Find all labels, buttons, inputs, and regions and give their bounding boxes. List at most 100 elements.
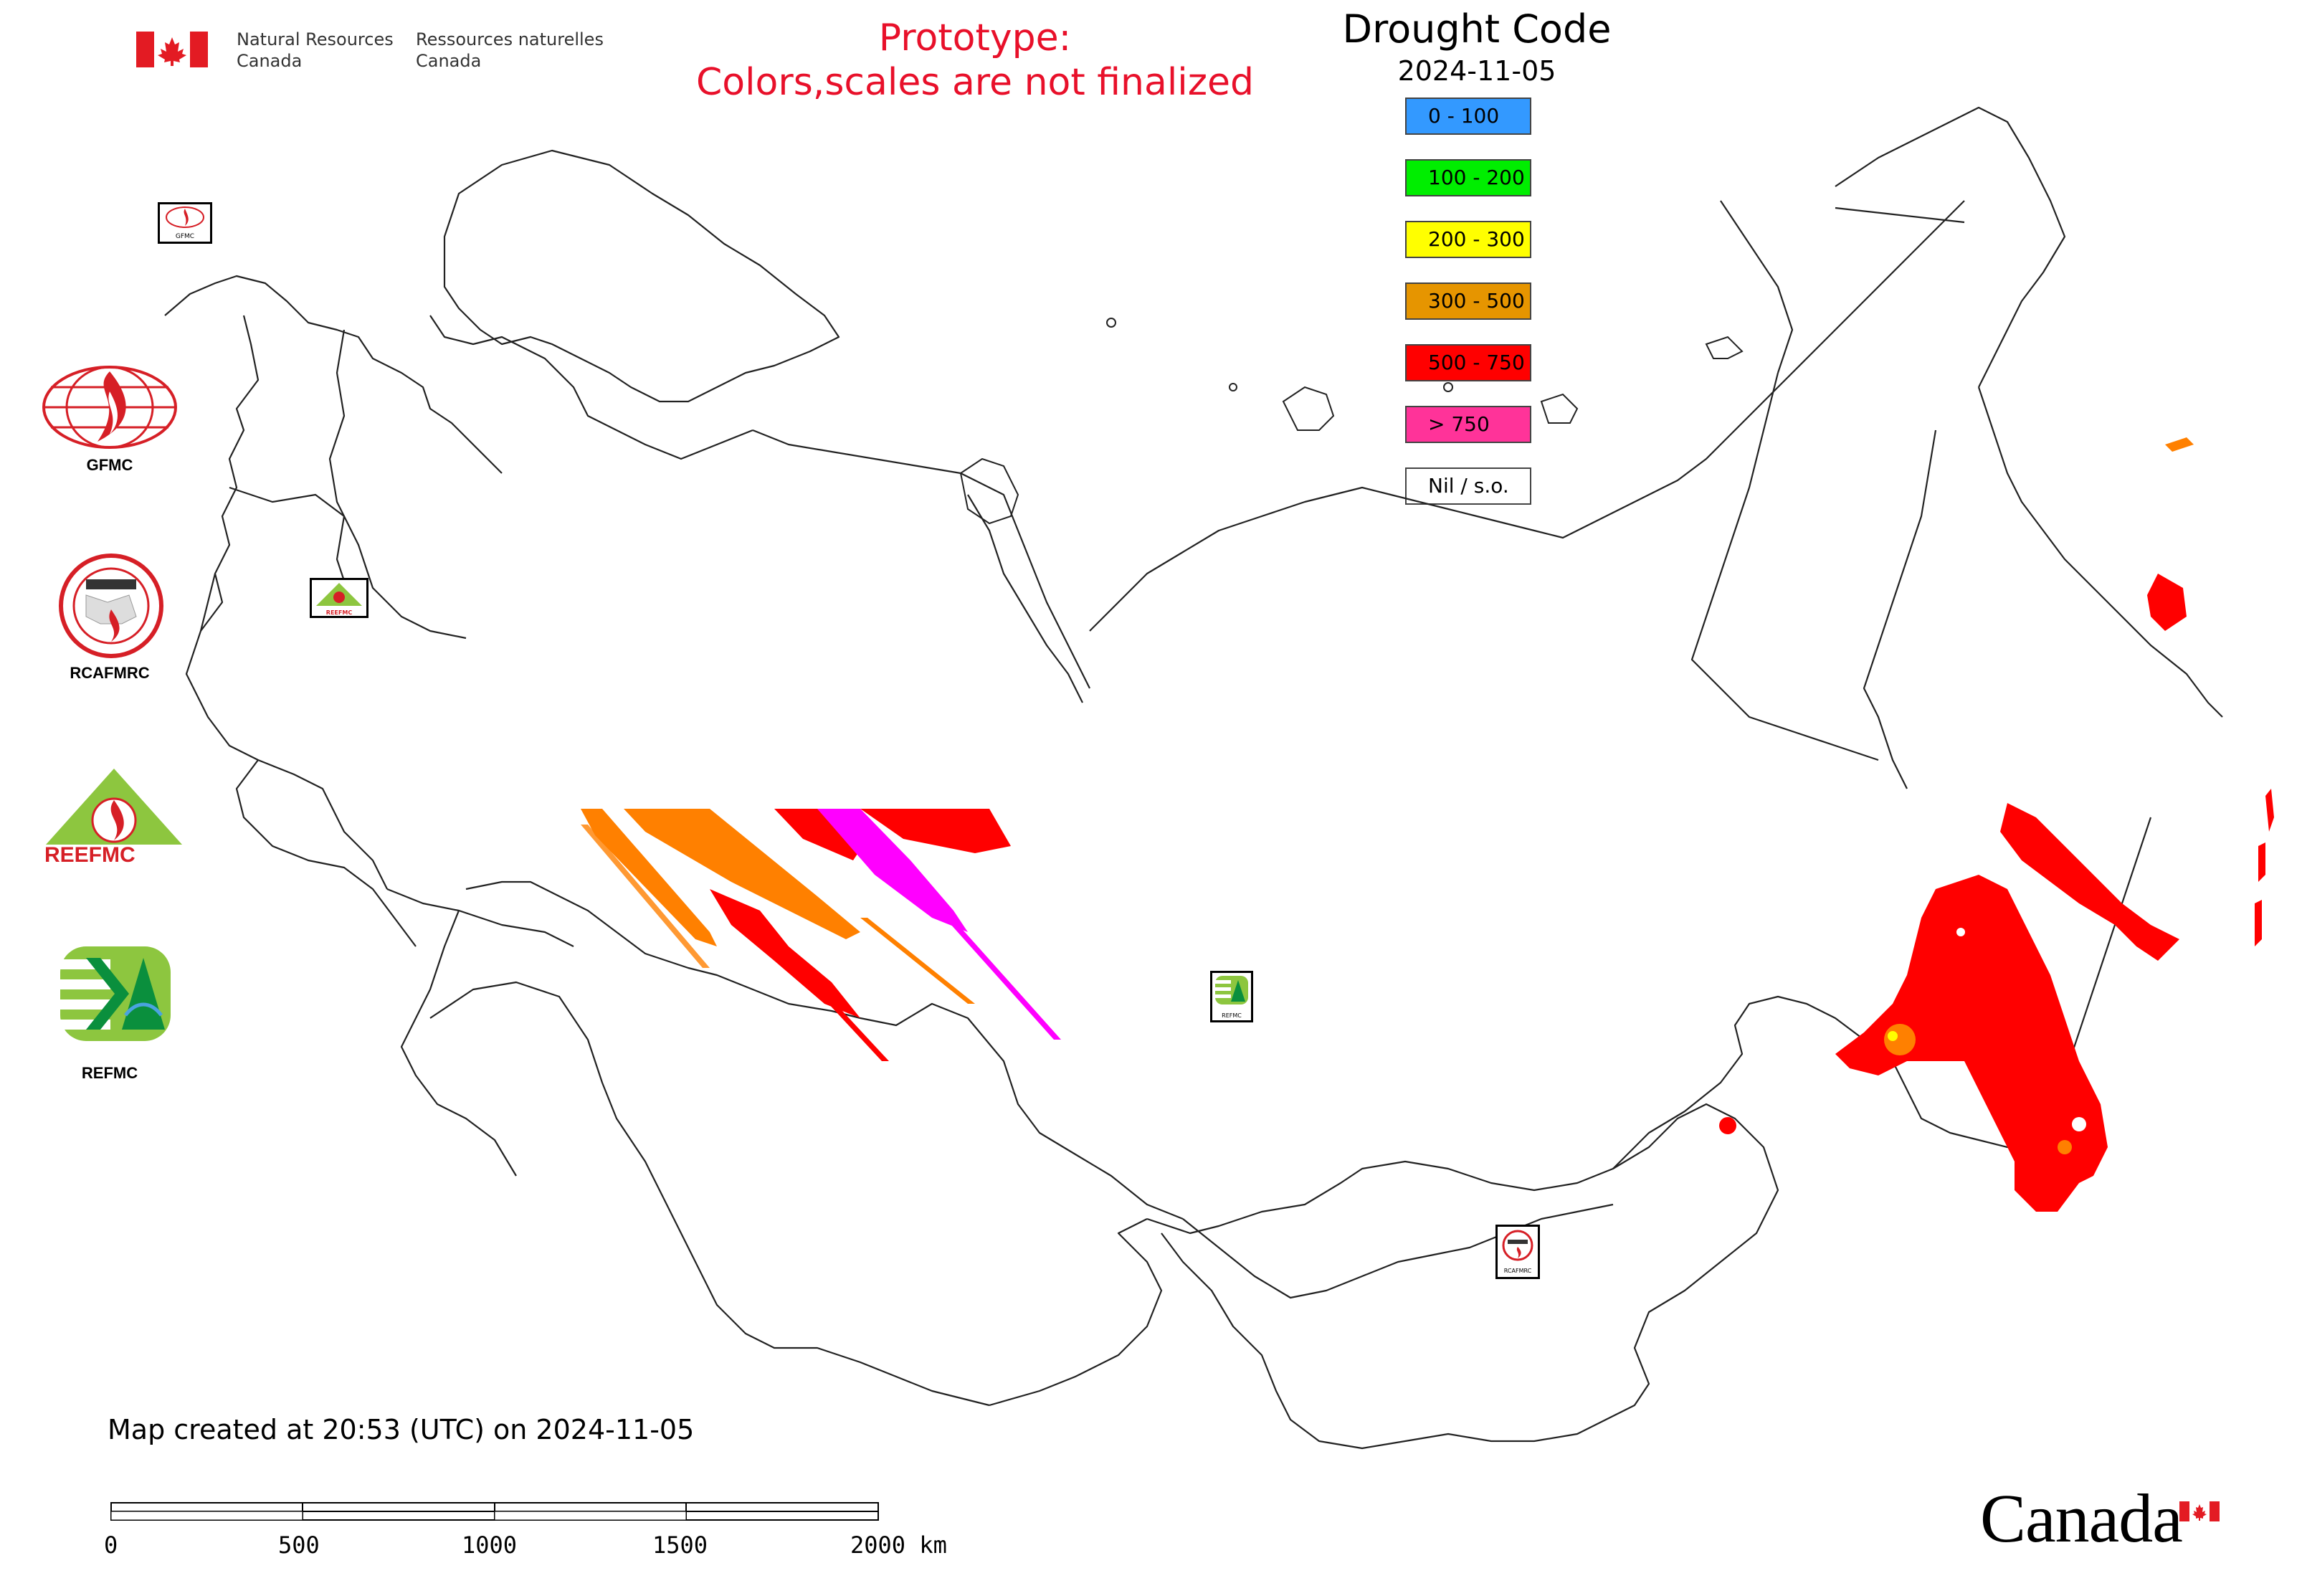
small-island [1229,383,1237,391]
arctic-coast-west [752,429,1090,689]
severnaya-zemlya [1282,386,1335,431]
nrc-fr-name: Ressources naturelles Canada [416,29,604,72]
dc-patch-500-750-kamchatka [2147,574,2187,631]
scale-label-0: 0 [104,1531,118,1559]
kola-peninsula [443,149,840,403]
reefmc-logo-icon: REEFMC [44,769,182,866]
kamchatka [1977,386,2223,718]
chukotka-line [1835,206,1965,224]
refmc-small-logo-icon: REFMC [1210,971,1253,1022]
refmc-logo-icon [60,946,171,1041]
nrc-fr-line2: Canada [416,51,482,71]
nrc-en-line2: Canada [237,51,303,71]
dc-patch-nil [2072,1117,2086,1131]
dc-patch-300-500 [2058,1140,2072,1154]
dc-streak-300-500 [624,809,860,939]
reefmc-small-logo-icon: REEFMC [310,578,368,618]
canada-wordmark: Canada [1980,1478,2183,1558]
nrc-en-name: Natural Resources Canada [237,29,394,72]
prototype-line2: Colors,scales are not finalized [695,61,1255,104]
map-created-note: Map created at 20:53 (UTC) on 2024-11-05 [108,1414,695,1445]
country-boundaries [164,106,2223,1450]
baltic-boundary [200,315,260,632]
nrc-fr-line1: Ressources naturelles [416,29,604,49]
gfmc-emblem-icon [166,206,204,228]
okhotsk-west [1690,372,1879,761]
dc-patch-kuril [2258,842,2265,882]
refmc-emblem-icon [1215,976,1248,1004]
canada-wordmark-flag-icon [2179,1501,2220,1521]
dc-patch-500-750-khabarovsk [1719,1117,1736,1134]
sea-of-okhotsk-coast [1863,429,1937,789]
gfmc-label: GFMC [86,456,133,474]
canada-wordmark-text: Canada [1980,1480,2183,1557]
map-date: 2024-11-05 [1397,55,1556,87]
gfmc-logo-icon [42,366,177,449]
scale-label-1000: 1000 [462,1531,518,1559]
caucasus-border [386,888,574,947]
dc-patch-kuril [2255,900,2262,946]
reefmc-logo-text: REEFMC [44,843,135,866]
taymyr-coast [1089,486,1420,632]
prototype-notice: Prototype: Colors,scales are not finaliz… [645,16,1305,105]
gfmc-small-label: GFMC [175,233,195,240]
canada-flag-icon [136,32,208,67]
russia-interior-line [1720,200,1794,374]
yamal-peninsula [967,494,1083,703]
mongolia-inner [1182,1203,1614,1299]
dc-streak-500-750 [860,809,1011,853]
novaya-zemlya [959,457,1019,525]
legend-item: 0 - 100 [1405,98,1531,135]
dc-streak-300-500 [581,809,717,946]
refmc-label: REFMC [81,1064,138,1082]
small-island [1106,318,1116,328]
caspian-coast [400,910,517,1177]
nrc-en-line1: Natural Resources [237,29,394,49]
finland-russia-border [328,329,467,640]
dc-patch-kuril [2265,789,2274,832]
white-sea [429,315,753,460]
dc-patch-300-500 [1884,1024,1916,1055]
reefmc-emblem-icon [316,583,362,606]
chukotka [1835,106,2066,388]
dc-streak-500-750 [710,889,860,1018]
legend-item: 500 - 750 [1405,344,1531,381]
legend-item: > 750 [1405,406,1531,443]
dc-streak-thin [860,918,975,1004]
dc-patch-200-300 [1888,1031,1898,1041]
small-island [1443,382,1453,392]
drought-code-data [581,437,2274,1212]
rcafmrc-emblem-icon [1502,1230,1533,1261]
map-title: Drought Code [1342,6,1612,52]
rcafmrc-small-logo-icon: RCAFMRC [1495,1225,1540,1279]
scale-label-2000: 2000 km [850,1531,947,1559]
scandinavia-coast [164,275,503,474]
rcafmrc-logo-icon [59,554,163,658]
central-asia-east [989,1218,1163,1407]
dc-patch-300-500-kamchatka [2165,437,2194,452]
legend-item: 300 - 500 [1405,282,1531,320]
arctic-islands [959,318,1744,525]
china-russia-border [1612,995,2036,1169]
dc-streak-750 [817,809,968,932]
dc-streak-thin [581,825,710,968]
dc-streak-thin [932,903,1061,1040]
scale-bar [110,1502,879,1521]
scale-label-1500: 1500 [652,1531,708,1559]
scale-label-500: 500 [278,1531,320,1559]
dc-patch-500-750-amur [1835,875,2108,1205]
dc-streak-thin [789,961,889,1061]
prototype-line1: Prototype: [878,16,1072,60]
black-sea-coast [235,759,417,947]
legend-item: 100 - 200 [1405,159,1531,196]
gfmc-small-logo-icon: GFMC [158,202,212,244]
dc-patch-nil [1956,928,1965,936]
mongolia-border [1146,1103,1779,1450]
kazakhstan-north-border [465,880,1184,1220]
dc-patch-500-750-sakhalin-coast [2000,803,2179,961]
arctic-coast-east [1419,200,1965,539]
legend-item: Nil / s.o. [1405,467,1531,505]
refmc-small-label: REFMC [1222,1012,1242,1019]
